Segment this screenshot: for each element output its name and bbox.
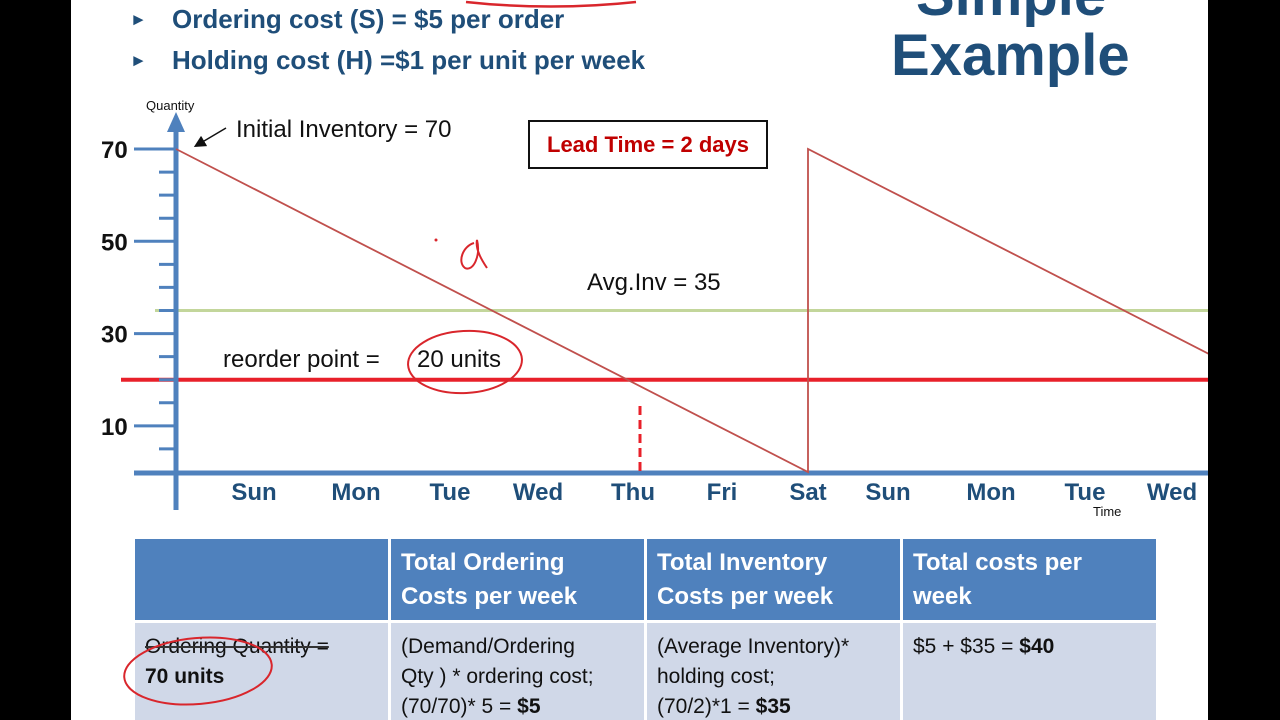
- cell-bold-value: $5: [517, 695, 541, 718]
- cell-bold-value: 70 units: [145, 665, 225, 688]
- x-tick-label: Tue: [1065, 479, 1106, 506]
- reorder-units-label: 20 units: [417, 346, 501, 373]
- cell-text: $5 + $35 =: [913, 635, 1020, 658]
- x-tick-label: Wed: [1147, 479, 1197, 506]
- slide: ► Ordering cost (S) = $5 per order ► Holdi…: [71, 0, 1208, 720]
- cell-text: (70/2)*1 =: [657, 695, 756, 718]
- y-axis-title: Quantity: [146, 98, 195, 113]
- initial-inventory-label: Initial Inventory = 70: [236, 116, 451, 143]
- reorder-point-label: reorder point =: [223, 346, 380, 373]
- y-tick-label: 70: [101, 137, 128, 164]
- lead-time-box: [528, 120, 768, 169]
- inventory-series-line: [175, 147, 1208, 474]
- table-cell-ordering-costs: (Demand/Ordering Qty ) * ordering cost; …: [389, 621, 647, 720]
- x-axis-title: Time: [1093, 504, 1121, 519]
- bullet-holding-cost: ► Holding cost (H) =$1 per unit per week: [130, 45, 645, 76]
- y-tick-label: 10: [101, 414, 128, 441]
- title-fragment: Simple: [916, 0, 1106, 29]
- x-tick-label: Sun: [231, 479, 276, 506]
- x-tick-label: Thu: [611, 479, 655, 506]
- table-cell-inventory-costs: (Average Inventory)* holding cost; (70/2…: [645, 621, 903, 720]
- y-tick-label: 50: [101, 229, 128, 256]
- cell-bold-value: $40: [1019, 635, 1055, 658]
- cell-text: holding cost;: [657, 665, 775, 688]
- table-header-cell: Total Ordering Costs per week: [389, 539, 647, 623]
- x-tick-label: Sat: [789, 479, 826, 506]
- y-axis-arrow-icon: [167, 112, 185, 132]
- bullet-arrow-icon: ►: [130, 10, 147, 29]
- x-tick-label: Mon: [331, 479, 380, 506]
- table-row: Ordering Quantity = 70 units (Demand/Ord…: [135, 621, 1156, 720]
- cell-bold-value: $35: [755, 695, 791, 718]
- bullet-arrow-icon: ►: [130, 51, 147, 70]
- annotation-arrow-icon: [193, 127, 227, 148]
- x-tick-label: Fri: [707, 479, 738, 506]
- cost-table: Total Ordering Costs per week Total Inve…: [135, 539, 1156, 720]
- lead-time-label: Lead Time = 2 days: [547, 132, 749, 157]
- cell-text: Qty ) * ordering cost;: [401, 665, 594, 688]
- table-header-row: Total Ordering Costs per week Total Inve…: [135, 539, 1156, 623]
- bullet-ordering-cost: ► Ordering cost (S) = $5 per order: [130, 4, 564, 35]
- cell-text: (Average Inventory)*: [657, 635, 850, 658]
- x-tick-label: Mon: [966, 479, 1015, 506]
- x-tick-label: Wed: [513, 479, 563, 506]
- cell-text: (70/70)* 5 =: [401, 695, 518, 718]
- average-inventory-label: Avg.Inv = 35: [587, 269, 721, 296]
- table-header-cell: [135, 539, 391, 623]
- table-header-cell: Total Inventory Costs per week: [645, 539, 903, 623]
- table-cell-total-costs: $5 + $35 = $40: [901, 621, 1156, 720]
- slide-title: Example: [891, 23, 1130, 88]
- y-tick-label: 30: [101, 322, 128, 349]
- cell-text: Ordering Quantity =: [145, 635, 329, 658]
- cell-text: (Demand/Ordering: [401, 635, 575, 658]
- table-header-cell: Total costs per week: [901, 539, 1156, 623]
- x-tick-label: Tue: [430, 479, 471, 506]
- x-tick-label: Sun: [865, 479, 910, 506]
- inventory-chart: 70 50 30 10 Quantity Time Sun Mon Tue Wed Thu Fri Sa…: [101, 98, 1208, 519]
- table-cell-ordering-quantity: Ordering Quantity = 70 units: [135, 621, 391, 720]
- bullet-text: Holding cost (H) =$1 per unit per week: [172, 45, 646, 75]
- bullet-text: Ordering cost (S) = $5 per order: [172, 4, 565, 34]
